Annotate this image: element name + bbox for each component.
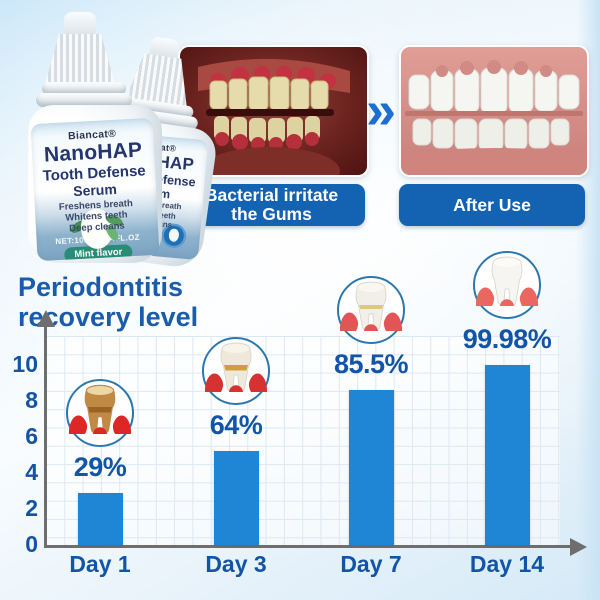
x-axis-category-label: Day 14 <box>469 551 545 577</box>
y-axis-tick-label: 4 <box>25 459 38 485</box>
x-axis-category-label: Day 7 <box>340 551 402 577</box>
x-axis-category-label: Day 3 <box>205 551 267 577</box>
value-label: 64% <box>209 410 263 440</box>
bar-group-day1: 29% <box>30 378 170 545</box>
tooth-moderate-decay-icon <box>201 336 271 406</box>
x-axis-category-label: Day 1 <box>69 551 131 577</box>
y-axis-tick-label: 2 <box>25 495 38 521</box>
before-caption-line2: the Gums <box>231 204 312 224</box>
product-features: Freshens breath Whitens teeth Deep clean… <box>58 198 134 235</box>
bar-day7 <box>348 390 394 545</box>
bottle-cap-tip <box>64 12 96 36</box>
bar-group-day3: 64% <box>166 336 306 545</box>
bottle-cap <box>45 34 115 84</box>
value-label: 85.5% <box>333 349 409 379</box>
x-axis <box>44 545 572 548</box>
tooth-severe-decay-icon <box>65 378 135 448</box>
y-axis-tick-label: 0 <box>25 531 38 557</box>
after-caption-badge: After Use <box>399 184 585 226</box>
y-axis-arrow-icon <box>36 310 55 327</box>
bar-day14 <box>484 365 530 545</box>
double-chevron-right-icon: » <box>366 80 397 140</box>
value-label: 99.98% <box>462 324 552 354</box>
chart-grid <box>46 336 560 545</box>
bar-day3 <box>213 451 259 545</box>
bottle-label: Biancat® NanoHAP Tooth Defense Serum Fre… <box>30 117 160 262</box>
y-axis-tick-label: 6 <box>25 423 38 449</box>
bottle-collar <box>36 93 132 107</box>
value-label: 29% <box>73 452 127 482</box>
chart-title: Periodontitis recovery level <box>18 272 199 332</box>
product-bottle-front: Biancat® NanoHAP Tooth Defense Serum Fre… <box>18 8 168 266</box>
bar-day1 <box>77 493 123 545</box>
after-photo <box>399 45 589 177</box>
bar-group-day7: 85.5% <box>301 275 441 545</box>
tooth-mild-decay-icon <box>336 275 406 345</box>
y-axis-tick-label: 10 <box>12 351 38 377</box>
x-axis-arrow-icon <box>570 537 587 556</box>
y-axis <box>44 326 47 548</box>
tooth-healthy-icon <box>472 250 542 320</box>
before-caption-line1: Bacterial irritate <box>204 185 339 205</box>
y-axis-tick-label: 8 <box>25 387 38 413</box>
bar-group-day14: 99.98% <box>437 250 577 545</box>
bottle-collar <box>42 82 126 95</box>
after-caption: After Use <box>453 194 531 215</box>
